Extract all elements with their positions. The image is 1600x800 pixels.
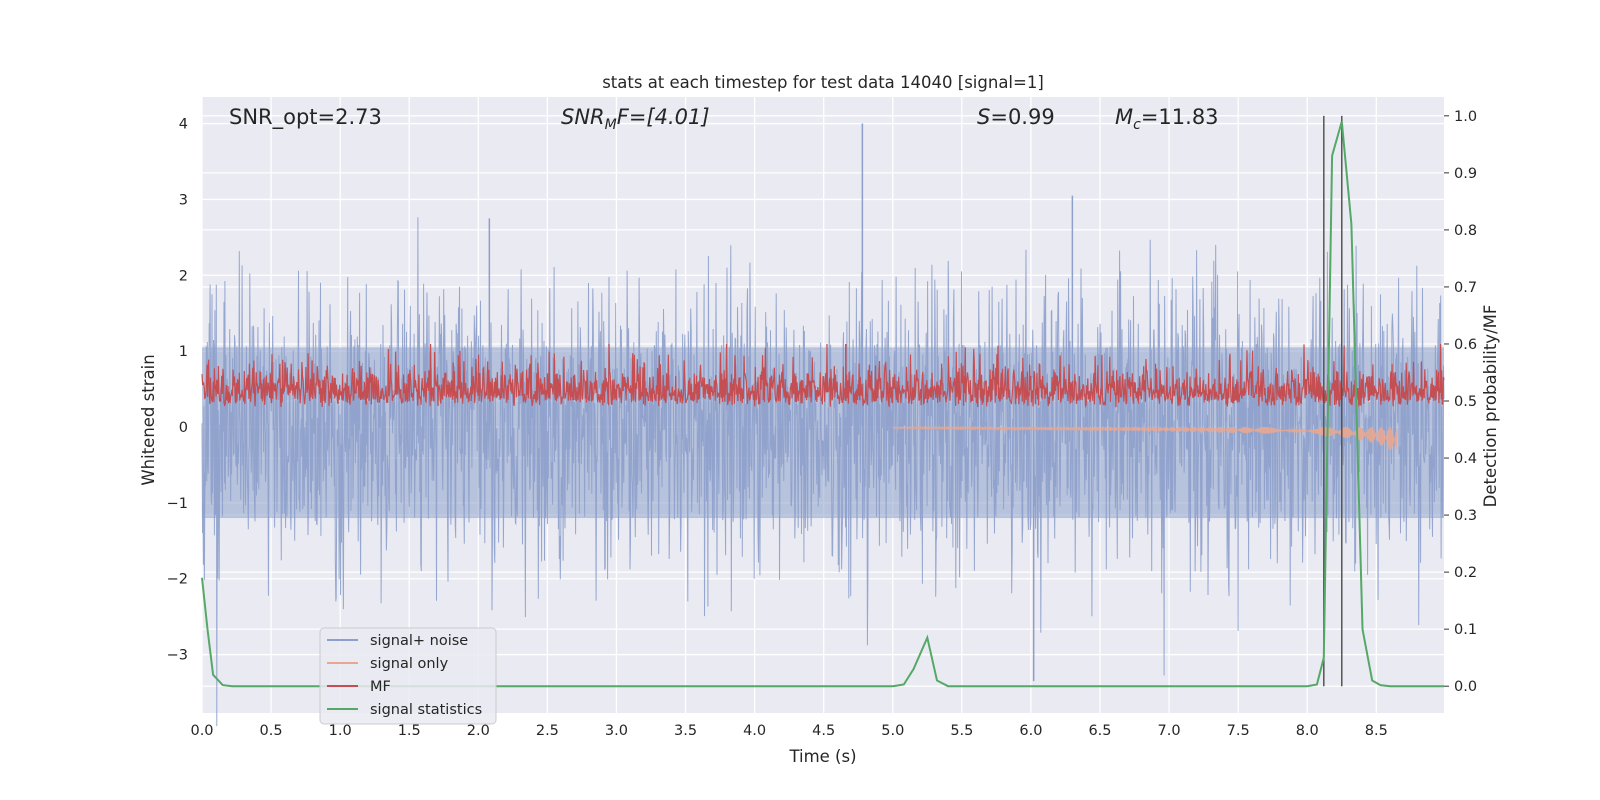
annotation-snr-opt: SNR_opt=2.73 <box>229 105 382 130</box>
annotation-snr-mf: SNRMF=[4.01] <box>561 105 710 133</box>
x-tick-label: 5.0 <box>881 723 904 739</box>
y-tick-label-left: 4 <box>179 117 188 133</box>
annotation-mc: Mc=11.83 <box>1115 105 1219 133</box>
annotation-mc-base: M <box>1115 105 1133 129</box>
x-tick-label: 0.0 <box>190 723 213 739</box>
x-tick-label: 3.5 <box>674 723 697 739</box>
signal-noise-line <box>201 217 1445 727</box>
legend-label-signal-noise: signal+ noise <box>370 633 468 649</box>
x-tick-label: 5.5 <box>950 723 973 739</box>
x-tick-label: 4.5 <box>812 723 835 739</box>
series-signal-only <box>892 425 1398 451</box>
y-tick-label-left: −3 <box>167 648 188 664</box>
y-tick-label-right: 0.2 <box>1454 565 1477 581</box>
x-tick-label: 8.5 <box>1365 723 1388 739</box>
y-tick-label-right: 0.0 <box>1454 679 1477 695</box>
y-tick-label-right: 0.1 <box>1454 622 1477 638</box>
y-tick-label-right: 0.5 <box>1454 394 1477 410</box>
y-tick-label-left: 0 <box>179 420 188 436</box>
y-tick-label-left: −2 <box>167 572 188 588</box>
y-tick-label-left: 3 <box>179 192 188 208</box>
signal-statistics-line <box>201 121 1444 688</box>
x-tick-label: 1.5 <box>398 723 421 739</box>
x-tick-label: 2.5 <box>536 723 559 739</box>
series-mf <box>201 343 1445 409</box>
y-axis-label-right: Detection probability/MF <box>1481 305 1500 508</box>
y-tick-label-right: 0.6 <box>1454 337 1477 353</box>
y-tick-label-left: 2 <box>179 268 188 284</box>
series-signal-statistics <box>201 121 1444 688</box>
signal-only-line <box>892 425 1398 451</box>
annotation-snr-mf-base: SNR <box>561 105 605 129</box>
x-tick-label: 6.5 <box>1088 723 1111 739</box>
x-tick-label: 0.5 <box>260 723 283 739</box>
annotation-mc-rest: =11.83 <box>1141 105 1219 129</box>
x-tick-label: 6.0 <box>1019 723 1042 739</box>
y-axis-label-left: Whitened strain <box>139 354 158 485</box>
legend-box <box>319 627 497 725</box>
legend-label-signal-only: signal only <box>370 656 449 672</box>
x-axis-label: Time (s) <box>788 747 856 766</box>
annotation-s: S=0.99 <box>977 105 1055 129</box>
y-tick-label-right: 0.9 <box>1454 166 1477 182</box>
annotation-s-rest: =0.99 <box>990 105 1054 129</box>
mf-line <box>201 343 1445 409</box>
legend-label-mf: MF <box>370 679 391 695</box>
x-tick-label: 7.0 <box>1158 723 1181 739</box>
y-tick-label-right: 0.4 <box>1454 451 1477 467</box>
x-tick-label: 1.0 <box>329 723 352 739</box>
chart-title: stats at each timestep for test data 140… <box>602 73 1044 92</box>
tick-labels: 0.0 0.5 1.0 1.5 2.0 2.5 3.0 3.5 4.0 4.5 5.0 5.5 6.0 6… <box>167 109 1477 739</box>
legend-label-signal-statistics: signal statistics <box>370 702 482 718</box>
x-tick-label: 8.0 <box>1296 723 1319 739</box>
y-tick-label-left: 1 <box>179 344 188 360</box>
annotation-s-base: S <box>977 105 990 129</box>
vertical-markers <box>1323 115 1343 687</box>
annotation-mc-sub: c <box>1133 117 1141 133</box>
legend: signal+ noise signal only MF signal stat… <box>319 627 497 725</box>
y-tick-label-right: 0.8 <box>1454 223 1477 239</box>
x-tick-label: 7.5 <box>1227 723 1250 739</box>
y-tick-label-right: 0.7 <box>1454 280 1477 296</box>
y-tick-label-left: −1 <box>167 496 188 512</box>
annotation-snr-mf-rest: F=[4.01] <box>617 105 710 129</box>
x-tick-label: 4.0 <box>743 723 766 739</box>
y-tick-label-right: 1.0 <box>1454 109 1477 125</box>
annotation-snr-mf-sub: M <box>605 117 617 133</box>
y-tick-label-right: 0.3 <box>1454 508 1477 524</box>
x-tick-label: 2.0 <box>467 723 490 739</box>
x-tick-label: 3.0 <box>605 723 628 739</box>
